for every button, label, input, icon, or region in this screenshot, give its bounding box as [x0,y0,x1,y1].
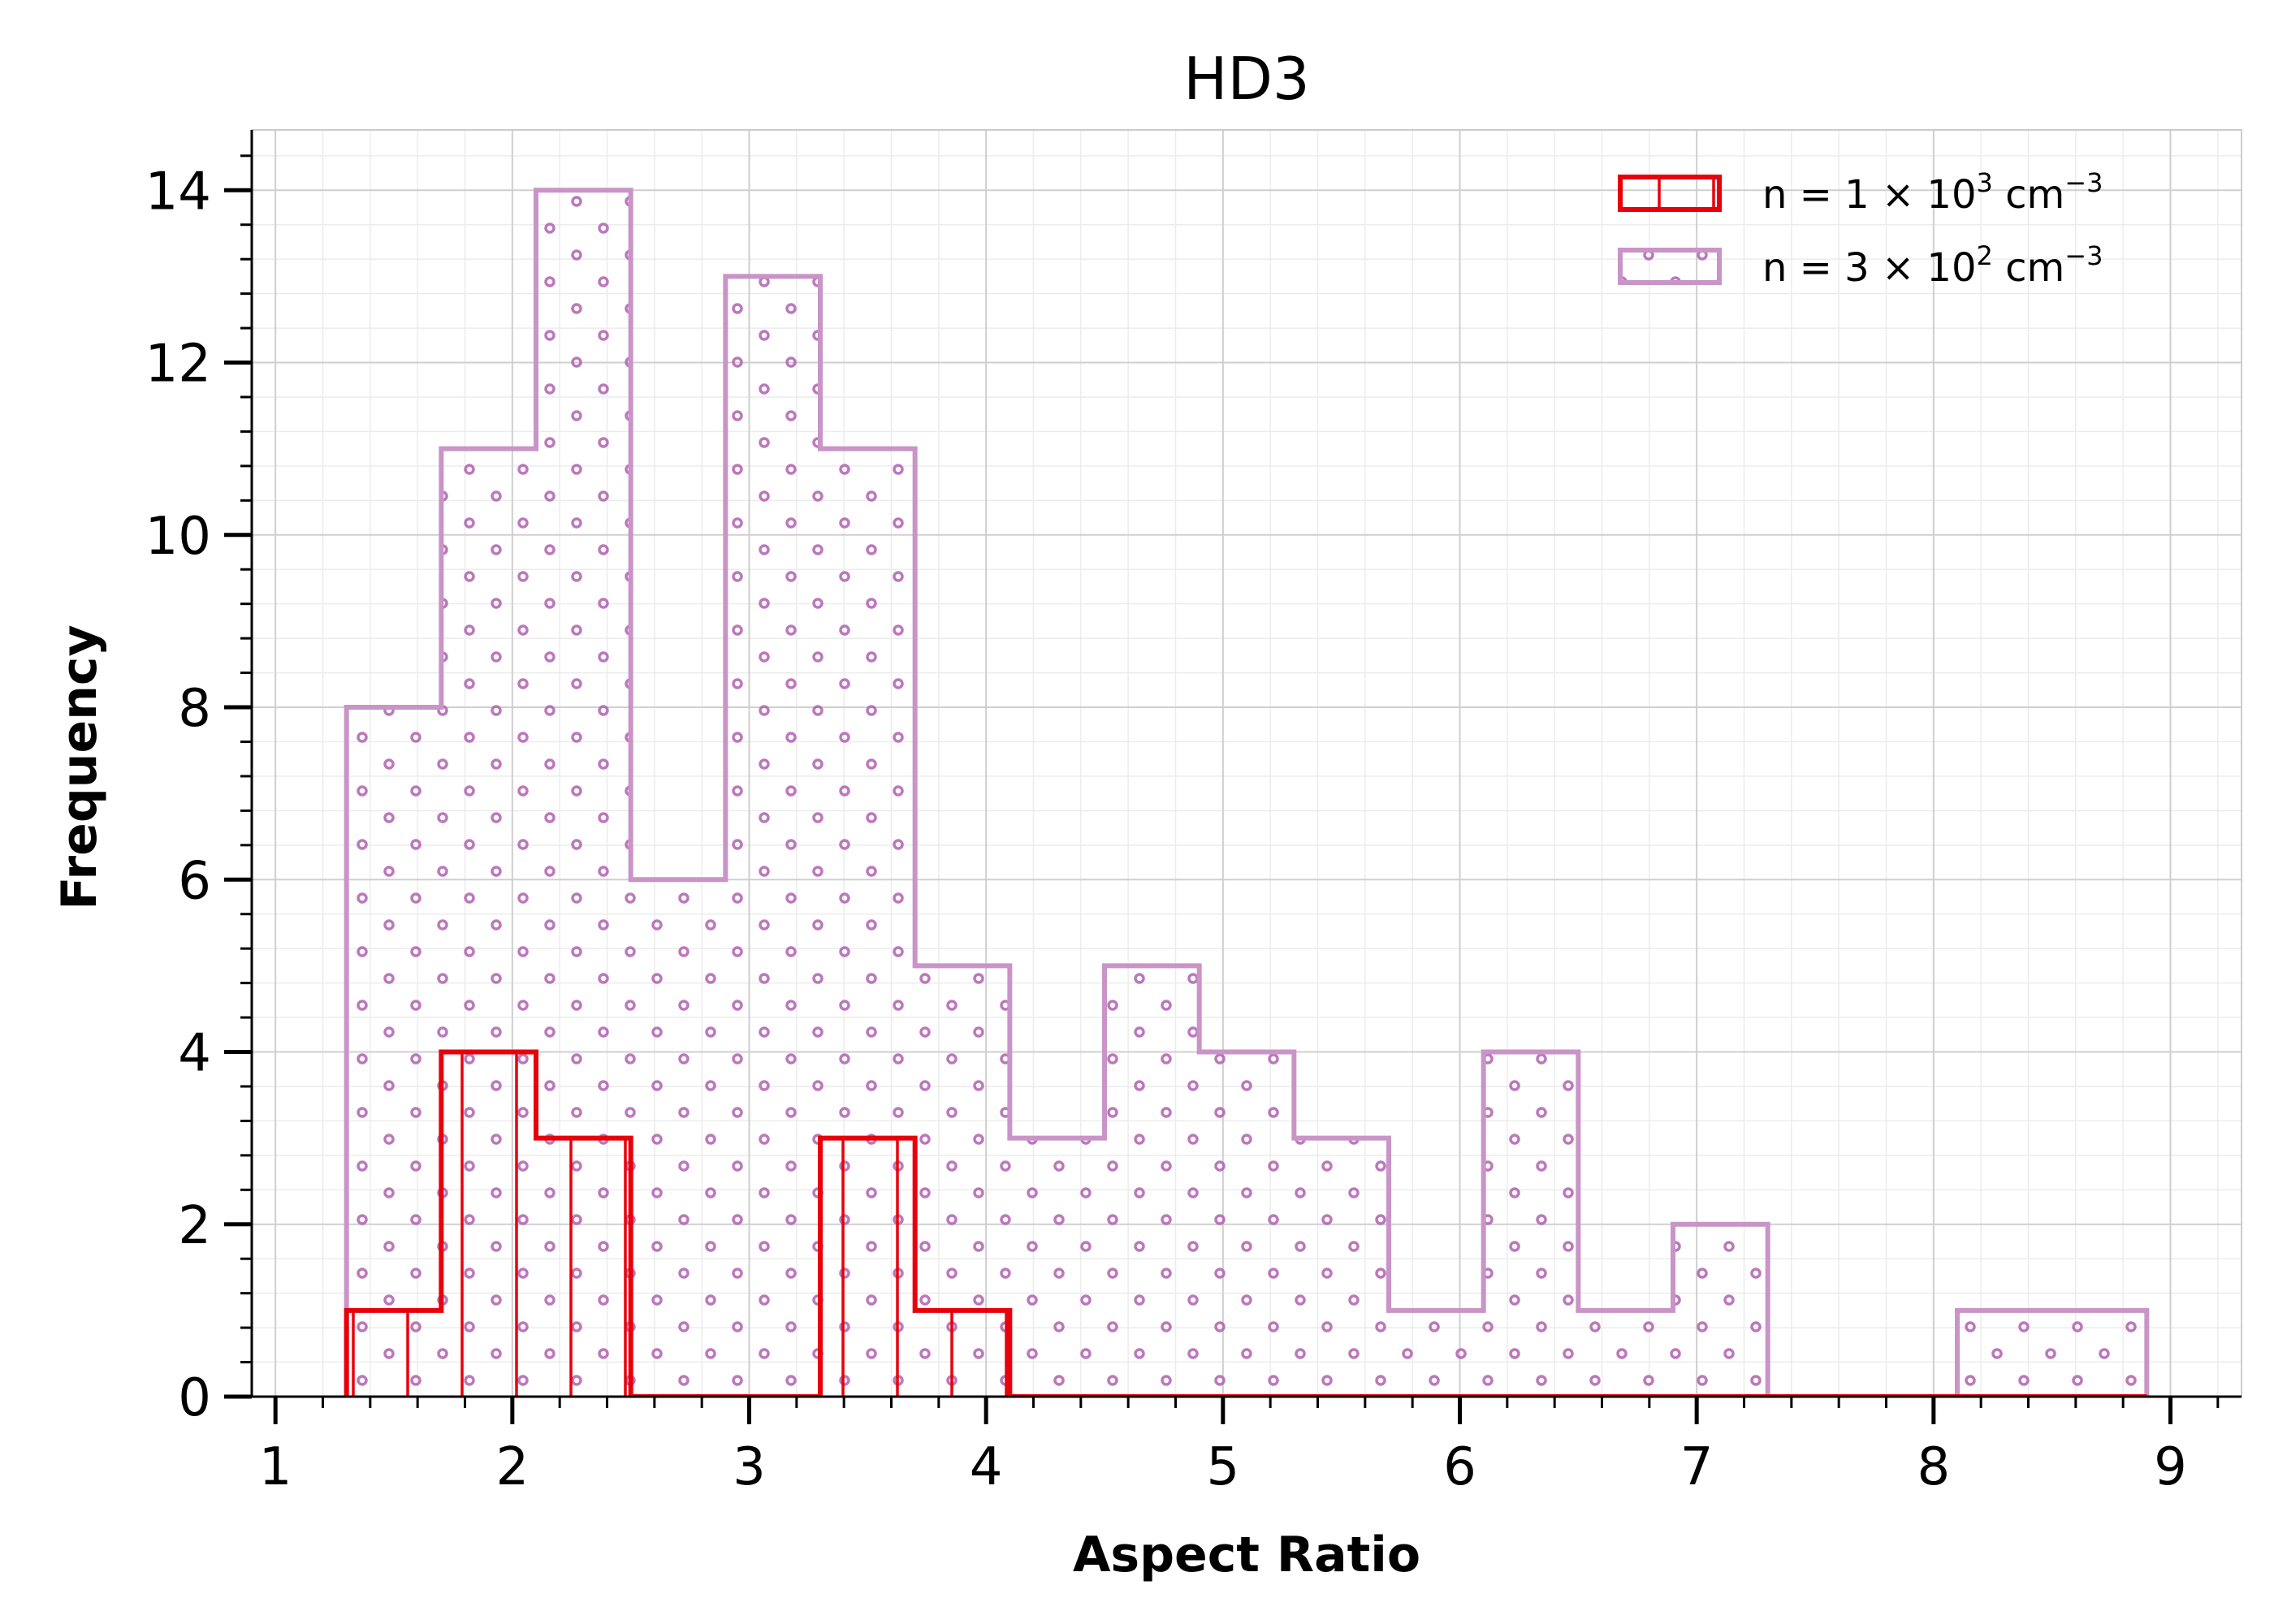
y-tick-label: 14 [145,162,211,222]
x-tick-label: 1 [259,1437,292,1497]
histogram-bar-series-2 [1389,1310,1484,1397]
histogram-bars [344,188,2150,1397]
histogram-bar-series-1 [914,1310,1010,1397]
legend-label-series-2: n = 3 × 102 cm−3 [1762,240,2103,291]
legend-label-series-1: n = 1 × 103 cm−3 [1762,167,2103,218]
axes [250,130,2242,1398]
histogram-bar-series-1 [441,1052,536,1397]
histogram-bar-series-1 [820,1138,915,1397]
legend-swatch-series-1 [1618,175,1722,212]
x-tick-label: 2 [495,1437,529,1497]
histogram-bar-series-2 [1294,1138,1389,1397]
x-tick-label: 5 [1206,1437,1239,1497]
legend-swatch-series-2 [1618,248,1722,285]
histogram-bar-series-1 [536,1138,631,1397]
y-tick-label: 4 [178,1024,211,1084]
chart-title: HD3 [1183,45,1309,113]
x-tick-label: 6 [1443,1437,1476,1497]
histogram-bar-series-2 [1673,1224,1768,1397]
y-tick-label: 6 [178,851,211,911]
x-tick-label: 4 [970,1437,1003,1497]
histogram-bar-series-2 [1199,1052,1295,1397]
y-tick-label: 10 [145,507,211,567]
y-tick-label: 8 [178,679,211,739]
y-axis-label: Frequency [51,624,108,909]
y-tick-label: 2 [178,1196,211,1256]
histogram-bar-series-2 [1957,1310,2052,1397]
histogram-outline-series-2 [344,188,2150,1397]
y-tick-label: 12 [145,335,211,395]
y-tick-label: 0 [178,1368,211,1428]
histogram-bar-series-2 [1105,965,1200,1397]
histogram-bar-series-2 [725,276,820,1397]
x-tick-label: 8 [1917,1437,1950,1497]
legend: n = 1 × 103 cm−3 n = 3 × 102 cm−3 [1618,167,2103,291]
histogram-bar-series-2 [346,707,442,1397]
histogram-outline-series-1 [344,1049,2147,1397]
x-tick-label: 9 [2154,1437,2187,1497]
x-axis-label: Aspect Ratio [1073,1527,1420,1583]
histogram-bar-series-2 [1483,1052,1579,1397]
histogram-bar-series-1 [346,1310,442,1397]
x-ticks: 1 2 3 4 5 6 7 8 9 [259,1397,2220,1497]
y-ticks: 0 2 4 6 8 10 12 14 [145,154,252,1428]
histogram-bar-series-2 [2051,1310,2147,1397]
x-tick-label: 7 [1680,1437,1714,1497]
histogram-bar-series-2 [630,879,726,1397]
histogram-bar-series-2 [1009,1138,1105,1397]
histogram-bar-series-2 [1578,1310,1673,1397]
x-tick-label: 3 [733,1437,766,1497]
